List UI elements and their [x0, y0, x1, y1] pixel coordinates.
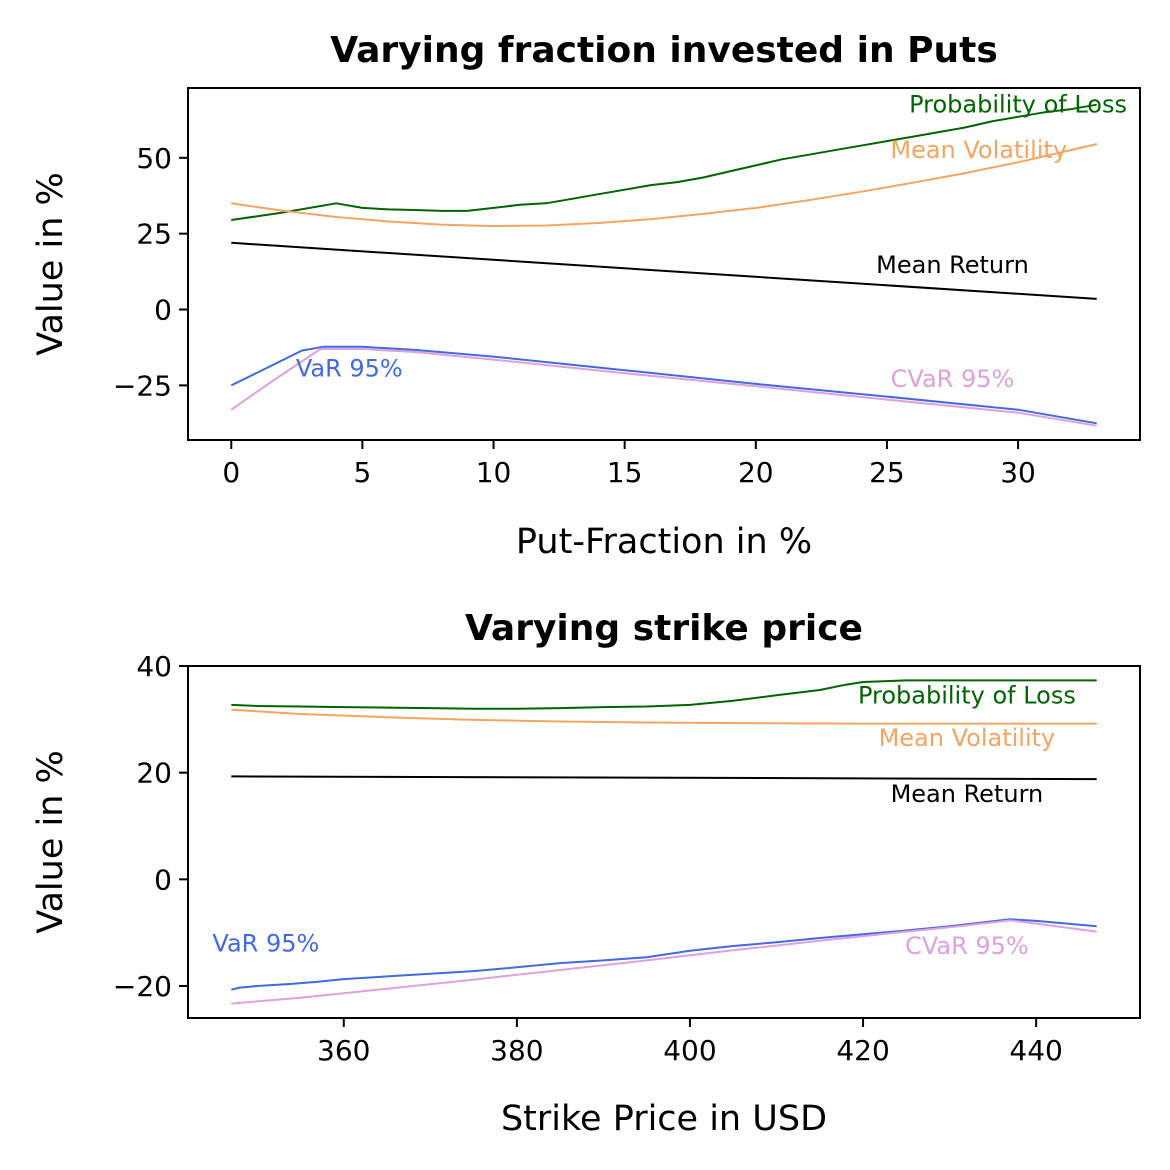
y-tick-label: 0 — [154, 863, 172, 896]
annotation-var-95: VaR 95% — [296, 354, 403, 382]
plot-area: 360 380 400 420 440 −20 0 20 40 Probability of Lo… — [113, 650, 1097, 1067]
chart-strike-price: Varying strike price Strike Price in USD… — [31, 608, 1141, 1139]
series-line-probability-of-loss — [231, 103, 1097, 221]
series-line-cvar-95 — [230, 348, 1097, 427]
annotation-mean-return: Mean Return — [891, 780, 1044, 808]
y-axis-label: Value in % — [31, 750, 71, 934]
x-tick-label: 15 — [607, 456, 643, 489]
plot-area: 0 5 10 15 20 25 30 −25 0 25 50 Probability of Loss M… — [113, 90, 1127, 489]
x-tick-label: 30 — [1000, 456, 1036, 489]
x-tick-label: 380 — [490, 1034, 543, 1067]
series-line-mean-return — [231, 775, 1097, 781]
chart-title: Varying strike price — [465, 608, 863, 649]
x-tick-label: 20 — [738, 456, 774, 489]
annotation-cvar-95: CVaR 95% — [905, 932, 1029, 960]
chart-put-fraction: Varying fraction invested in Puts Put-Fr… — [31, 30, 1141, 562]
x-tick-label: 360 — [317, 1034, 370, 1067]
y-tick-label: −25 — [113, 369, 172, 402]
series-line-mean-volatility — [231, 143, 1097, 228]
y-tick-label: 25 — [136, 218, 172, 251]
annotation-mean-volatility: Mean Volatility — [890, 136, 1067, 164]
annotation-probability-of-loss: Probability of Loss — [909, 90, 1127, 118]
x-tick-label: 400 — [663, 1034, 716, 1067]
series-line-mean-volatility — [231, 708, 1097, 725]
x-tick-label: 0 — [222, 456, 240, 489]
y-axis-label: Value in % — [31, 172, 71, 356]
annotation-cvar-95: CVaR 95% — [891, 365, 1015, 393]
x-axis-label: Put-Fraction in % — [516, 522, 812, 562]
annotation-var-95: VaR 95% — [212, 929, 319, 957]
series-line-cvar-95 — [231, 919, 1097, 1005]
x-tick-label: 440 — [1009, 1034, 1062, 1067]
series-line-var-95 — [230, 345, 1097, 425]
y-tick-label: 40 — [136, 650, 172, 683]
chart-title: Varying fraction invested in Puts — [330, 30, 998, 71]
axes-frame — [187, 665, 1141, 1019]
y-tick-label: 50 — [136, 142, 172, 175]
annotation-mean-volatility: Mean Volatility — [879, 724, 1056, 752]
series-line-mean-return — [231, 241, 1097, 300]
annotation-probability-of-loss: Probability of Loss — [858, 681, 1076, 709]
x-axis-label: Strike Price in USD — [501, 1099, 827, 1139]
series-line-probability-of-loss — [231, 679, 1097, 710]
y-tick-label: −20 — [113, 970, 172, 1003]
series-line-var-95 — [231, 918, 1097, 991]
x-tick-label: 420 — [836, 1034, 889, 1067]
y-tick-label: 0 — [154, 294, 172, 327]
axes-frame — [187, 87, 1141, 441]
x-tick-label: 25 — [869, 456, 905, 489]
annotation-mean-return: Mean Return — [876, 251, 1029, 279]
x-tick-label: 5 — [353, 456, 371, 489]
y-tick-label: 20 — [136, 757, 172, 790]
x-tick-label: 10 — [476, 456, 512, 489]
